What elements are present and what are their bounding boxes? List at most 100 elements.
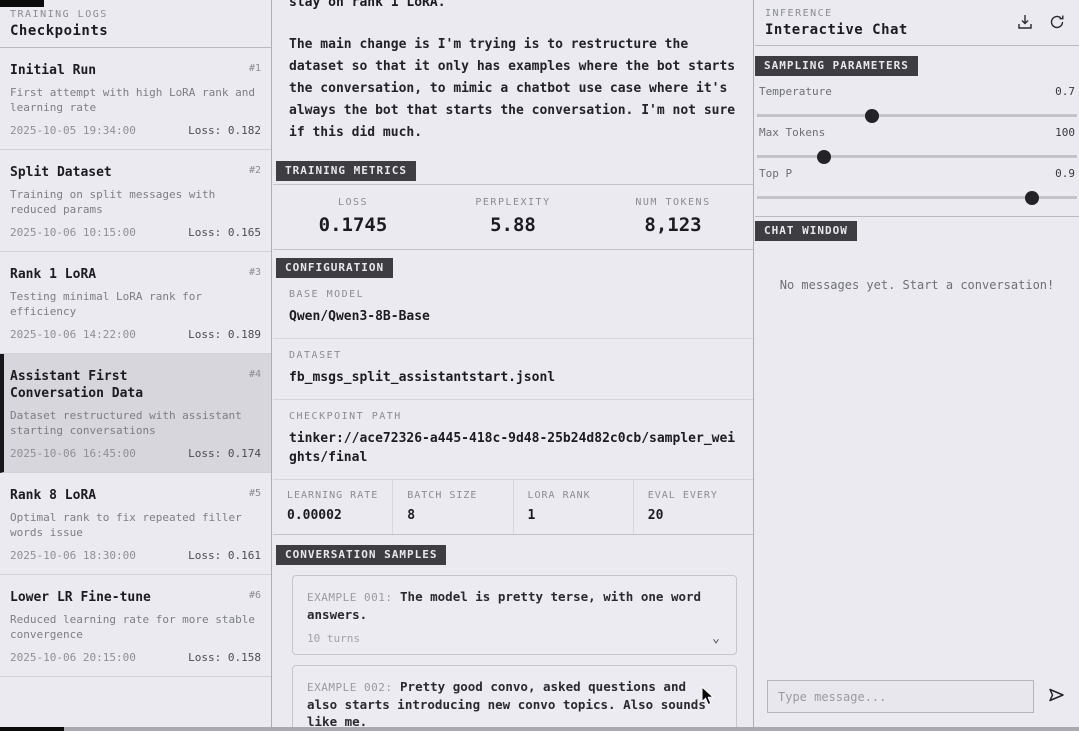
- checkpoint-number: #6: [248, 590, 261, 601]
- checkpoint-detail-panel: stay on rank 1 LoRA. The main change is …: [273, 0, 754, 727]
- inference-panel: INFERENCE Interactive Chat SAMPLING PARA…: [755, 0, 1079, 727]
- metric-label: LOSS: [337, 197, 369, 208]
- checkpoint-number: #4: [248, 369, 261, 380]
- notes-section: stay on rank 1 LoRA. The main change is …: [273, 0, 753, 144]
- checkpoint-item-1[interactable]: Initial Run #1 First attempt with high L…: [0, 48, 271, 150]
- checkpoint-number: #2: [248, 165, 261, 176]
- checkpoint-loss: Loss: 0.165: [188, 226, 261, 239]
- chat-message-input[interactable]: [767, 680, 1034, 713]
- conversation-samples-section: CONVERSATION SAMPLES EXAMPLE 001: The mo…: [273, 543, 753, 727]
- temperature-slider-thumb[interactable]: [865, 108, 880, 123]
- send-message-button[interactable]: [1046, 685, 1067, 708]
- param-value: 8: [407, 508, 416, 523]
- checkpoint-description: First attempt with high LoRA rank and le…: [10, 86, 256, 114]
- sidebar-header: TRAINING LOGS Checkpoints: [0, 0, 271, 48]
- example-text: Pretty good convo, asked questions and a…: [307, 679, 706, 727]
- inference-header: INFERENCE Interactive Chat: [755, 0, 1079, 46]
- checkpoint-date: 2025-10-06 20:15:00: [10, 651, 136, 664]
- config-label: CHECKPOINT PATH: [289, 411, 402, 422]
- param-eval-every: EVAL EVERY 20: [632, 480, 753, 534]
- config-field-dataset: DATASET fb_msgs_split_assistantstart.jso…: [273, 339, 753, 400]
- temperature-slider-row: Temperature 0.7: [755, 76, 1079, 123]
- checkpoint-description: Dataset restructured with assistant star…: [10, 409, 242, 437]
- top-p-slider-track[interactable]: [757, 190, 1077, 205]
- param-label: LORA RANK: [527, 490, 591, 501]
- slider-value: 100: [1055, 126, 1075, 139]
- example-card-2[interactable]: EXAMPLE 002: Pretty good convo, asked qu…: [292, 665, 737, 727]
- param-value: 20: [647, 508, 664, 523]
- temperature-slider-track[interactable]: [757, 108, 1077, 123]
- checkpoint-loss: Loss: 0.182: [188, 124, 261, 137]
- param-label: EVAL EVERY: [647, 490, 718, 501]
- checkpoint-title: Assistant First Conversation Data: [10, 369, 144, 401]
- chevron-down-icon[interactable]: ⌄: [712, 631, 720, 646]
- checkpoint-title: Initial Run: [10, 63, 97, 78]
- checkpoint-item-3[interactable]: Rank 1 LoRA #3 Testing minimal LoRA rank…: [0, 252, 271, 354]
- checkpoint-loss: Loss: 0.158: [188, 651, 261, 664]
- checkpoint-description: Reduced learning rate for more stable co…: [10, 613, 256, 641]
- checkpoint-date: 2025-10-05 19:34:00: [10, 124, 136, 137]
- checkpoint-title: Rank 8 LoRA: [10, 488, 97, 503]
- checkpoint-loss: Loss: 0.161: [188, 549, 261, 562]
- export-chat-icon[interactable]: [1017, 14, 1033, 30]
- param-value: 0.00002: [287, 508, 342, 523]
- max-tokens-slider-thumb[interactable]: [817, 149, 832, 164]
- checkpoint-item-2[interactable]: Split Dataset #2 Training on split messa…: [0, 150, 271, 252]
- checkpoint-title: Split Dataset: [10, 165, 112, 180]
- metric-label: PERPLEXITY: [475, 197, 551, 208]
- checkpoint-number: #1: [248, 63, 261, 74]
- config-label: BASE MODEL: [289, 289, 365, 300]
- example-tag: EXAMPLE 002:: [307, 681, 393, 694]
- checkpoint-item-6[interactable]: Lower LR Fine-tune #6 Reduced learning r…: [0, 575, 271, 677]
- training-metrics-box: LOSS 0.1745 PERPLEXITY 5.88 NUM TOKENS 8…: [273, 184, 753, 250]
- sampling-parameters-badge: SAMPLING PARAMETERS: [755, 56, 918, 76]
- slider-label: Top P: [759, 167, 793, 180]
- checkpoint-number: #3: [248, 267, 261, 278]
- param-batch-size: BATCH SIZE 8: [392, 480, 512, 534]
- horizontal-scrollbar-thumb[interactable]: [0, 727, 64, 731]
- checkpoints-sidebar: TRAINING LOGS Checkpoints Initial Run #1…: [0, 0, 272, 727]
- param-value: 1: [527, 508, 536, 523]
- checkpoint-date: 2025-10-06 14:22:00: [10, 328, 136, 341]
- chat-empty-message: No messages yet. Start a conversation!: [779, 278, 1055, 292]
- slider-value: 0.9: [1055, 167, 1075, 180]
- param-label: BATCH SIZE: [407, 490, 478, 501]
- max-tokens-slider-row: Max Tokens 100: [755, 117, 1079, 164]
- checkpoint-description: Testing minimal LoRA rank for efficiency: [10, 290, 203, 318]
- checkpoint-loss: Loss: 0.189: [188, 328, 261, 341]
- refresh-icon[interactable]: [1049, 14, 1065, 30]
- horizontal-scrollbar[interactable]: [0, 727, 1079, 731]
- top-p-slider-thumb[interactable]: [1025, 190, 1040, 205]
- training-metrics-badge: TRAINING METRICS: [276, 161, 416, 181]
- slider-label: Max Tokens: [759, 126, 826, 139]
- config-value: tinker://ace72326-a445-418c-9d48-25b24d8…: [289, 431, 736, 465]
- chat-window-badge: CHAT WINDOW: [755, 221, 857, 241]
- example-card-1[interactable]: EXAMPLE 001: The model is pretty terse, …: [292, 575, 737, 655]
- conversation-samples-badge: CONVERSATION SAMPLES: [276, 545, 447, 565]
- checkpoint-date: 2025-10-06 18:30:00: [10, 549, 136, 562]
- sidebar-title: Checkpoints: [10, 23, 109, 39]
- checkpoint-item-5[interactable]: Rank 8 LoRA #5 Optimal rank to fix repea…: [0, 473, 271, 575]
- param-learning-rate: LEARNING RATE 0.00002: [273, 480, 392, 534]
- chat-input-row: [755, 670, 1079, 727]
- metric-perplexity: PERPLEXITY 5.88: [433, 197, 593, 236]
- notes-clipped-line: stay on rank 1 LoRA.: [289, 0, 446, 10]
- example-text: The model is pretty terse, with one word…: [307, 589, 702, 622]
- inference-eyebrow: INFERENCE: [765, 8, 833, 19]
- max-tokens-slider-track[interactable]: [757, 149, 1077, 164]
- send-icon: [1049, 688, 1064, 702]
- checkpoint-date: 2025-10-06 16:45:00: [10, 447, 136, 460]
- top-p-slider-row: Top P 0.9: [755, 158, 1079, 205]
- config-field-base-model: BASE MODEL Qwen/Qwen3-8B-Base: [273, 278, 753, 339]
- slider-label: Temperature: [759, 85, 832, 98]
- configuration-badge: CONFIGURATION: [276, 258, 394, 278]
- checkpoint-description: Training on split messages with reduced …: [10, 188, 216, 216]
- param-lora-rank: LORA RANK 1: [512, 480, 633, 534]
- checkpoint-item-4-selected[interactable]: Assistant First Conversation Data #4 Dat…: [0, 354, 271, 473]
- metric-value: 5.88: [490, 214, 536, 236]
- config-value: fb_msgs_split_assistantstart.jsonl: [289, 370, 556, 385]
- config-field-checkpoint-path: CHECKPOINT PATH tinker://ace72326-a445-4…: [273, 400, 753, 480]
- checkpoint-description: Optimal rank to fix repeated filler word…: [10, 511, 242, 539]
- example-tag: EXAMPLE 001:: [307, 591, 393, 604]
